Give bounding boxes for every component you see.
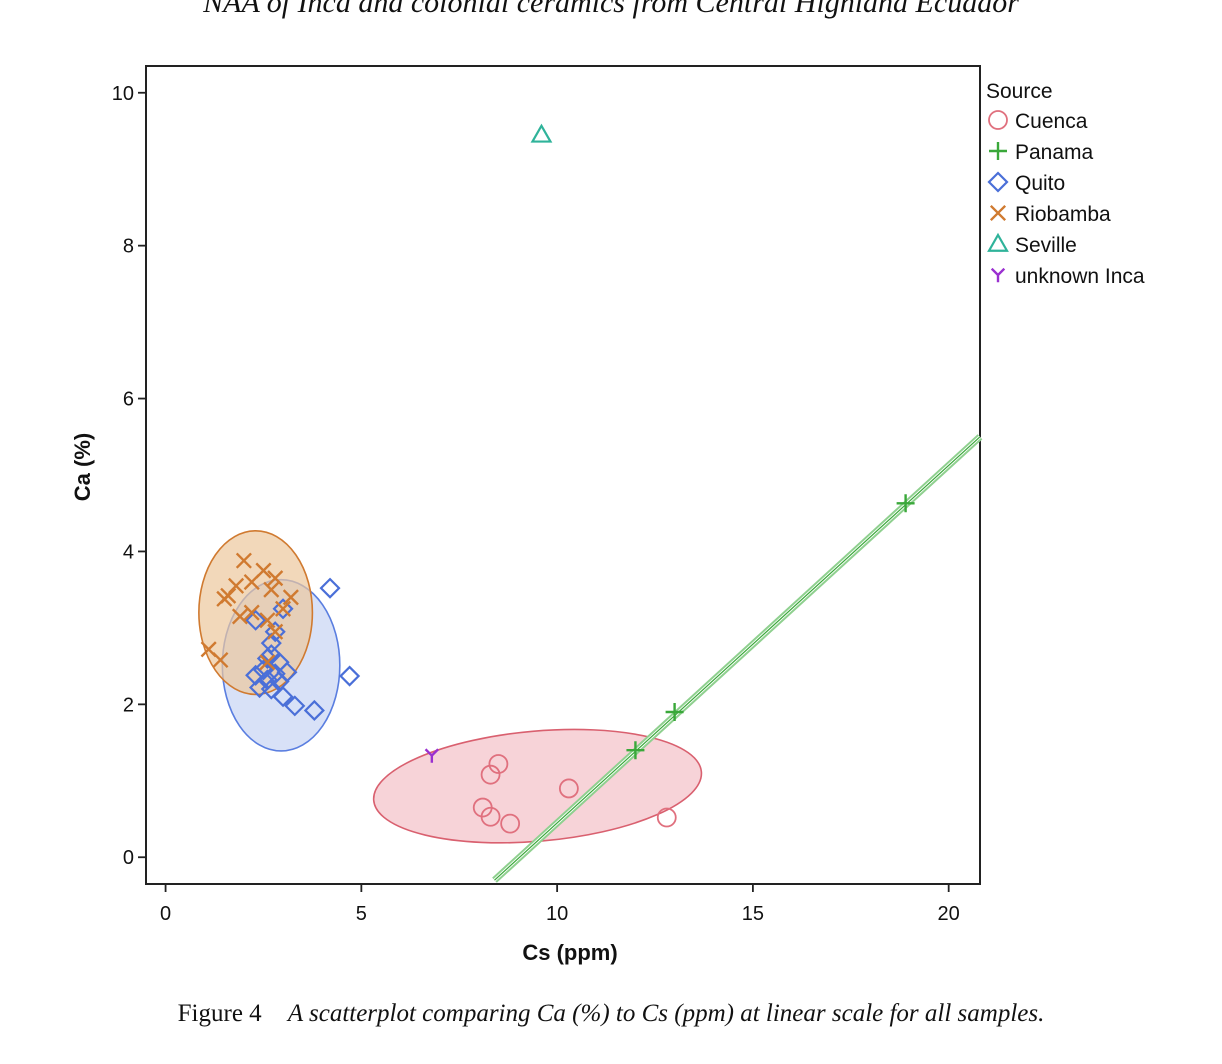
- riobamba-point: [243, 604, 260, 621]
- quito-point: [245, 609, 267, 631]
- x-tick-label: 15: [742, 903, 764, 925]
- quito-point: [260, 678, 282, 700]
- legend-quito-label: Quito: [1015, 172, 1065, 195]
- quito-point: [284, 695, 306, 717]
- cuenca-point: [500, 813, 521, 834]
- quito-point: [260, 644, 282, 666]
- panama-point: [665, 702, 684, 721]
- legend-riobamba-marker: [989, 204, 1007, 222]
- legend-unknown-inca-label: unknown Inca: [1015, 265, 1145, 288]
- cuenca-point: [656, 807, 677, 828]
- unknown-inca-point: [424, 748, 439, 763]
- riobamba-point: [282, 589, 299, 606]
- riobamba-point: [235, 552, 252, 569]
- quito-point: [264, 621, 286, 643]
- quito-point: [245, 664, 267, 686]
- riobamba-point: [274, 600, 292, 617]
- figure-caption: Figure 4 A scatterplot comparing Ca (%) …: [0, 1000, 1222, 1028]
- x-tick-label: 5: [356, 903, 367, 925]
- quito-point: [339, 665, 361, 687]
- riobamba-point: [259, 612, 276, 629]
- riobamba-point: [267, 623, 284, 640]
- riobamba-point: [231, 608, 249, 625]
- riobamba-point: [212, 651, 229, 669]
- legend-panama-label: Panama: [1015, 141, 1094, 164]
- x-axis-title: Cs (ppm): [522, 940, 617, 965]
- y-tick-label: 0: [123, 847, 134, 869]
- x-tick-label: 10: [546, 903, 568, 925]
- x-tick-label: 0: [160, 903, 171, 925]
- quito-point: [319, 577, 341, 599]
- panama-fit-line: [494, 436, 981, 881]
- y-tick-label: 8: [123, 236, 134, 258]
- x-tick-label: 20: [938, 903, 960, 925]
- legend-quito-marker: [987, 171, 1009, 193]
- y-tick-label: 6: [123, 389, 134, 411]
- legend: Source Cuenca Panama Quito Riobamba Seville u…: [986, 80, 1145, 288]
- riobamba-point: [216, 590, 233, 607]
- page-header: NAA of Inca and colonial ceramics from C…: [203, 0, 1019, 19]
- legend-cuenca-label: Cuenca: [1015, 110, 1088, 133]
- riobamba-point: [267, 570, 284, 587]
- y-axis-title: Ca (%): [70, 433, 95, 501]
- legend-seville-marker: [987, 232, 1009, 252]
- cuenca-point: [480, 764, 501, 785]
- legend-panama-marker: [989, 142, 1007, 160]
- panama-point: [626, 741, 645, 760]
- panama-point: [896, 494, 915, 513]
- cuenca-point: [480, 806, 501, 827]
- quito-point: [303, 699, 325, 722]
- legend-cuenca-marker: [988, 110, 1008, 130]
- riobamba-point: [259, 654, 276, 671]
- quito-point: [272, 598, 294, 620]
- y-tick-label: 10: [112, 83, 134, 105]
- y-tick-label: 2: [123, 694, 134, 716]
- legend-seville-label: Seville: [1015, 234, 1077, 257]
- legend-unknown-inca-marker: [990, 267, 1006, 283]
- y-tick-label: 4: [123, 541, 134, 563]
- legend-riobamba-label: Riobamba: [1015, 203, 1111, 226]
- cuenca-point: [558, 778, 579, 799]
- scatterplot: 0 5 10 15 20 0 2 4 6 8 10 Cs (ppm) Ca (%) Source C…: [70, 65, 1145, 965]
- caption-label: Figure 4: [177, 1000, 262, 1027]
- legend-title: Source: [986, 80, 1053, 103]
- riobamba-point: [228, 577, 245, 594]
- caption-text: A scatterplot comparing Ca (%) to Cs (pp…: [287, 1000, 1045, 1027]
- riobamba-point: [243, 573, 260, 591]
- seville-point: [530, 123, 553, 143]
- quito-point: [272, 686, 294, 708]
- cuenca-point: [488, 754, 509, 774]
- riobamba-point: [263, 581, 280, 598]
